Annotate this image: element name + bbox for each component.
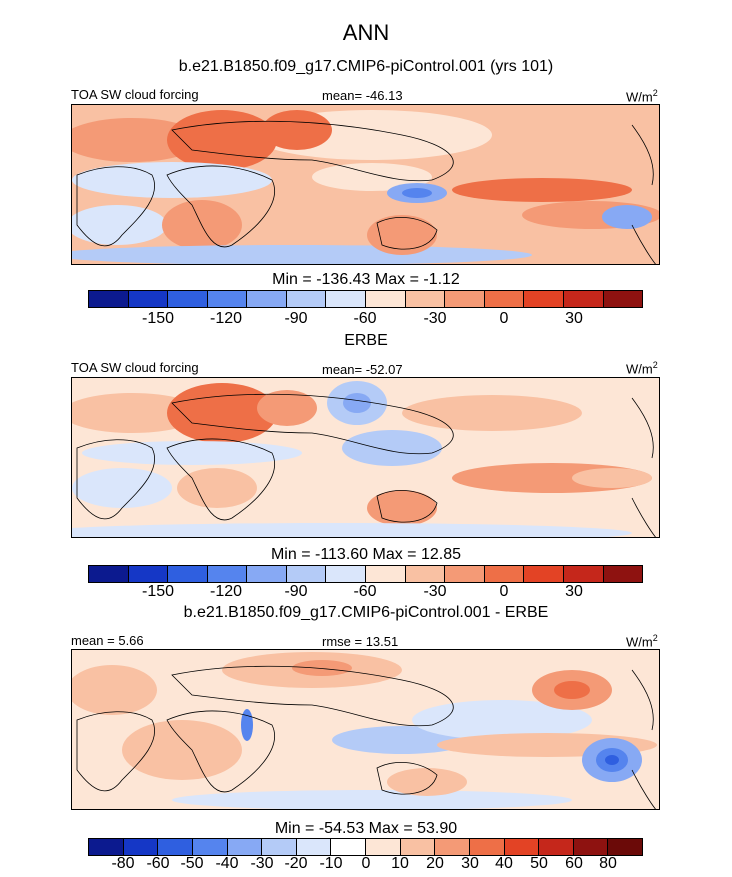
- colorbar-box: [573, 839, 609, 855]
- colorbar-box: [405, 566, 446, 582]
- panel1-units: W/m2: [626, 88, 658, 105]
- colorbar-box: [168, 291, 208, 307]
- colorbar-box: [227, 839, 263, 855]
- colorbar-box: [331, 839, 366, 855]
- panel2-title: ERBE: [344, 332, 388, 349]
- colorbar-box: [247, 566, 287, 582]
- colorbar-tick-label: -60: [146, 855, 170, 872]
- panel3-rmse-label: rmse = 13.51: [322, 634, 399, 649]
- colorbar-tick-label: -150: [141, 583, 175, 600]
- colorbar-box: [158, 839, 193, 855]
- colorbar-tick-label: -30: [250, 855, 274, 872]
- colorbar-box: [286, 566, 327, 582]
- colorbar-tick-label: -80: [111, 855, 135, 872]
- colorbar-box: [563, 566, 604, 582]
- colorbar-box: [207, 566, 248, 582]
- panel1-colorbar: [88, 290, 643, 308]
- colorbar-box: [539, 839, 574, 855]
- colorbar-box: [400, 839, 436, 855]
- colorbar-box: [262, 839, 297, 855]
- colorbar-box: [603, 566, 643, 582]
- colorbar-box: [445, 291, 485, 307]
- colorbar-box: [247, 291, 287, 307]
- colorbar-tick-label: -60: [353, 583, 377, 600]
- colorbar-tick-label: 0: [361, 855, 371, 872]
- panel2-minmax: Min = -113.60 Max = 12.85: [270, 546, 462, 563]
- colorbar-tick-label: 10: [391, 855, 409, 872]
- colorbar-tick-label: -90: [284, 583, 308, 600]
- panel2-colorbar: [88, 565, 643, 583]
- panel3-units: W/m2: [626, 633, 658, 650]
- panel1-minmax: Min = -136.43 Max = -1.12: [272, 271, 460, 288]
- colorbar-tick-label: -20: [284, 855, 308, 872]
- colorbar-box: [405, 291, 446, 307]
- colorbar-box: [524, 291, 564, 307]
- panel2-mean-label: mean= -52.07: [322, 362, 403, 377]
- colorbar-box: [484, 291, 525, 307]
- panel3-field: [72, 652, 657, 809]
- panel1-map: [71, 104, 660, 265]
- colorbar-box: [326, 291, 367, 307]
- colorbar-box: [326, 566, 367, 582]
- colorbar-box: [207, 291, 248, 307]
- figure-title: ANN: [342, 20, 390, 45]
- panel1-field: [72, 110, 659, 264]
- colorbar-tick-label: 0: [499, 583, 509, 600]
- colorbar-box: [168, 566, 208, 582]
- colorbar-tick-label: 30: [565, 583, 583, 600]
- colorbar-box: [286, 291, 327, 307]
- colorbar-tick-label: -120: [209, 583, 243, 600]
- colorbar-box: [563, 291, 604, 307]
- colorbar-box: [366, 566, 406, 582]
- colorbar-tick-label: -40: [215, 855, 239, 872]
- panel1-title: b.e21.B1850.f09_g17.CMIP6-piControl.001 …: [178, 58, 554, 75]
- colorbar-box: [123, 839, 159, 855]
- colorbar-tick-label: -30: [423, 583, 447, 600]
- colorbar-tick-label: -10: [319, 855, 343, 872]
- colorbar-box: [435, 839, 470, 855]
- colorbar-box: [89, 291, 129, 307]
- colorbar-box: [608, 839, 642, 855]
- panel2-units: W/m2: [626, 360, 658, 377]
- colorbar-box: [445, 566, 485, 582]
- colorbar-box: [296, 839, 332, 855]
- panel2-field: [72, 381, 656, 537]
- colorbar-tick-label: -120: [209, 310, 243, 327]
- colorbar-tick-label: 60: [565, 855, 583, 872]
- colorbar-box: [128, 291, 169, 307]
- colorbar-box: [366, 839, 401, 855]
- colorbar-box: [484, 566, 525, 582]
- colorbar-tick-label: 80: [599, 855, 617, 872]
- panel3-minmax: Min = -54.53 Max = 53.90: [274, 820, 458, 837]
- colorbar-box: [192, 839, 228, 855]
- colorbar-tick-label: 0: [499, 310, 509, 327]
- colorbar-box: [603, 291, 643, 307]
- panel2-variable-label: TOA SW cloud forcing: [71, 360, 199, 375]
- colorbar-box: [89, 839, 124, 855]
- colorbar-tick-label: 40: [495, 855, 513, 872]
- panel3-mean-label: mean = 5.66: [71, 633, 144, 648]
- colorbar-tick-label: -50: [180, 855, 204, 872]
- colorbar-tick-label: 20: [426, 855, 444, 872]
- colorbar-box: [89, 566, 129, 582]
- colorbar-box: [366, 291, 406, 307]
- panel3-colorbar: [88, 838, 643, 856]
- colorbar-tick-label: 30: [565, 310, 583, 327]
- colorbar-box: [524, 566, 564, 582]
- panel3-map: [71, 649, 660, 810]
- colorbar-tick-label: -60: [353, 310, 377, 327]
- colorbar-box: [128, 566, 169, 582]
- colorbar-tick-label: -90: [284, 310, 308, 327]
- colorbar-box: [504, 839, 540, 855]
- colorbar-box: [469, 839, 505, 855]
- colorbar-tick-label: 50: [530, 855, 548, 872]
- panel1-mean-label: mean= -46.13: [322, 88, 403, 103]
- colorbar-tick-label: -30: [423, 310, 447, 327]
- panel3-title: b.e21.B1850.f09_g17.CMIP6-piControl.001 …: [183, 604, 549, 621]
- colorbar-tick-label: 30: [461, 855, 479, 872]
- panel2-map: [71, 377, 660, 538]
- colorbar-tick-label: -150: [141, 310, 175, 327]
- panel1-variable-label: TOA SW cloud forcing: [71, 87, 199, 102]
